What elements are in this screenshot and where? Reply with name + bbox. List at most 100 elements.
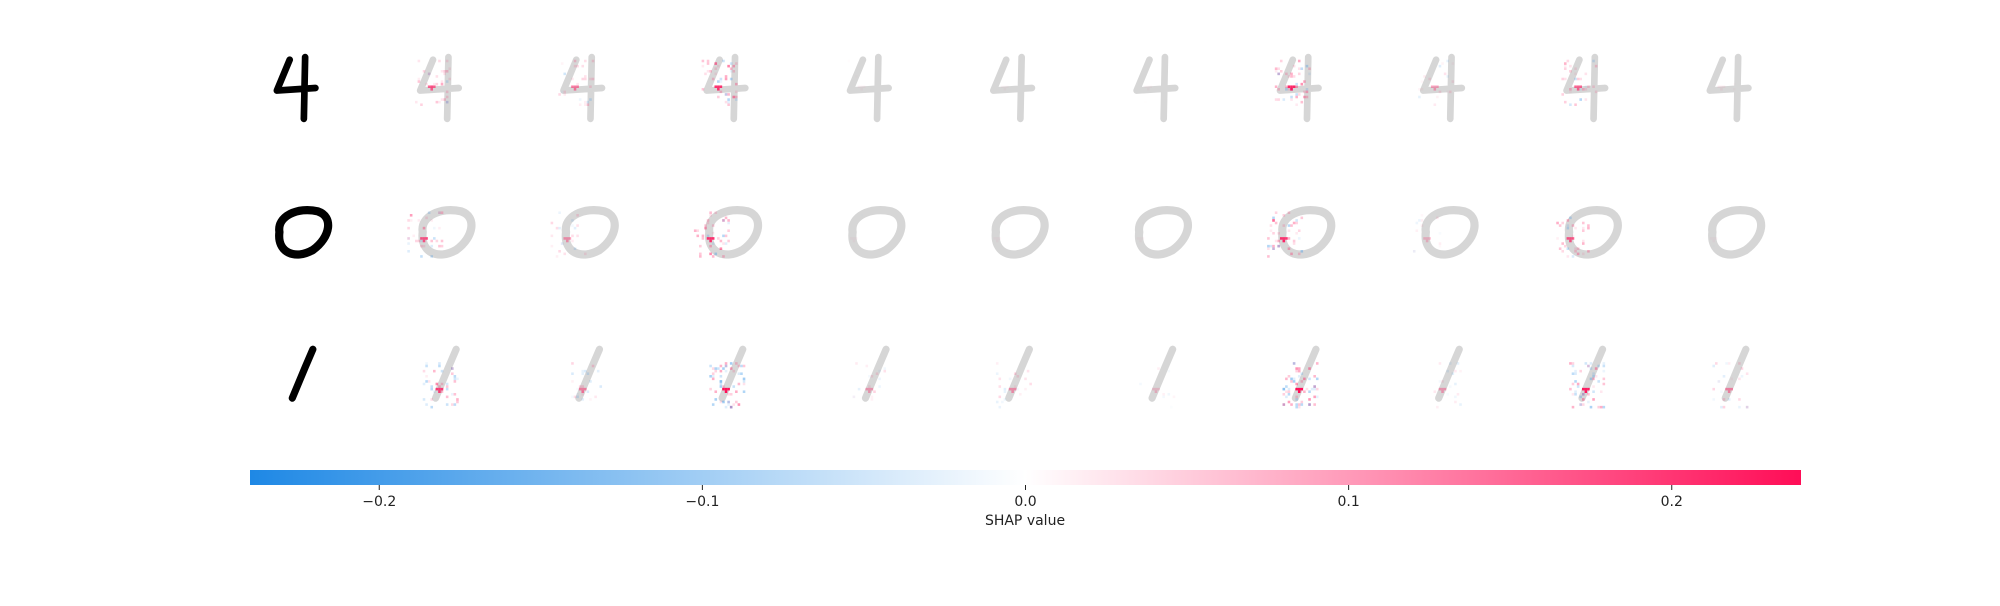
shap-pixel: [1556, 221, 1559, 225]
shap-pixel: [1016, 387, 1020, 391]
shap-pixel: [1313, 385, 1316, 388]
shap-pixel: [1300, 372, 1304, 375]
shap-pixel: [1305, 90, 1309, 94]
shap-pixel: [1574, 226, 1577, 230]
colorbar-ticks: −0.2 −0.1 0.0 0.1 0.2: [362, 485, 1683, 510]
shap-pixel: [584, 75, 587, 78]
shap-hot-pixel: [1157, 387, 1160, 391]
shap-pixel: [722, 234, 725, 238]
shap-pixel: [589, 98, 592, 101]
shap-hot-pixel: [425, 237, 428, 240]
digit-ghost: [1276, 53, 1322, 123]
shap-pixel: [1592, 377, 1595, 381]
shap-pixel: [873, 390, 876, 393]
shap-pixel: [571, 395, 574, 399]
shap-pixel: [581, 398, 585, 401]
shap-pixel: [1712, 364, 1715, 368]
shap-pixel: [1574, 72, 1577, 76]
shap-pixel: [584, 59, 587, 63]
shap-pixel: [1563, 77, 1567, 81]
shap-hot-pixel: [1720, 88, 1723, 91]
shap-pixel: [1315, 387, 1319, 391]
shap-hot-pixel: [1292, 85, 1296, 88]
shap-pixel: [448, 67, 452, 70]
shap-hot-pixel: [1712, 237, 1715, 240]
shap-pixel: [740, 364, 743, 368]
shap-pixel: [873, 390, 876, 393]
shap-map-0-8: [1561, 53, 1609, 123]
shap-pixel: [1277, 67, 1280, 70]
shap-pixel: [1420, 219, 1424, 222]
shap-pixel: [438, 362, 441, 365]
shap-pixel: [1292, 362, 1296, 365]
shap-pixel: [1295, 221, 1298, 225]
shap-pixel: [1297, 403, 1301, 406]
shap-pixel: [865, 364, 869, 368]
shap-hot-pixel: [1436, 85, 1439, 88]
shap-pixel: [737, 382, 741, 386]
shap-pixel: [1581, 398, 1585, 401]
shap-hot-pixel: [1584, 390, 1588, 393]
shap-pixel: [1446, 75, 1449, 78]
shap-pixel: [701, 64, 705, 68]
shap-pixel: [1019, 393, 1022, 396]
shap-pixel: [1587, 250, 1590, 253]
shap-hot-pixel: [717, 88, 720, 91]
shap-pixel: [732, 385, 736, 388]
shap-pixel: [1584, 85, 1588, 88]
shap-hot-pixel: [1147, 85, 1150, 88]
shap-map-0-2: [701, 53, 749, 123]
shap-pixel: [1571, 364, 1575, 368]
shap-pixel: [729, 62, 733, 65]
shap-pixel: [1295, 93, 1298, 96]
shap-map-1-8: [1556, 206, 1622, 259]
shap-pixel: [1448, 362, 1452, 365]
shap-pixel: [1415, 221, 1419, 225]
shap-pixel: [573, 59, 577, 63]
shap-pixel: [1290, 75, 1293, 78]
shap-pixel: [727, 64, 730, 68]
shap-map-1-3: [848, 206, 906, 259]
shap-pixel: [420, 103, 423, 106]
shap-pixel: [445, 382, 449, 386]
shap-pixel: [1456, 393, 1460, 396]
shap-pixel: [852, 395, 856, 399]
digit-ghost: [1706, 53, 1752, 123]
shap-pixel: [1308, 398, 1311, 401]
shap-pixel: [724, 362, 728, 365]
shap-hot-pixel: [863, 85, 866, 88]
shap-pixel: [1305, 88, 1309, 91]
shap-pixel: [1287, 237, 1291, 240]
shap-pixel: [722, 255, 725, 258]
input-image-0: [273, 53, 319, 123]
shap-pixel: [1571, 255, 1575, 258]
shap-pixel: [1297, 229, 1301, 232]
shap-pixel: [433, 237, 436, 240]
shap-pixel: [435, 100, 439, 104]
shap-pixel: [563, 252, 567, 256]
shap-pixel: [1277, 72, 1280, 76]
shap-pixel: [1579, 88, 1582, 91]
shap-pixel: [1563, 100, 1567, 104]
image-grid: [273, 53, 1766, 409]
shap-pixel: [1581, 403, 1585, 406]
shap-pixel: [1269, 224, 1273, 227]
shap-pixel: [573, 395, 577, 399]
shap-pixel: [1561, 221, 1564, 225]
shap-map-0-3: [846, 53, 892, 123]
shap-pixel: [1594, 367, 1598, 370]
shap-pixel: [1446, 91, 1449, 94]
shap-pixel: [1722, 405, 1726, 409]
colorbar-tick-label-0: −0.2: [362, 494, 396, 510]
shap-pixel: [1292, 380, 1296, 383]
shap-pixel: [1566, 224, 1570, 227]
shap-pixel: [407, 237, 410, 240]
shap-pixel: [1579, 369, 1582, 373]
shap-pixel: [701, 234, 705, 238]
shap-pixel: [456, 398, 459, 401]
shap-pixel: [576, 64, 579, 68]
shap-pixel: [1290, 252, 1293, 256]
shap-pixel: [1272, 219, 1275, 222]
digit-ghost: [846, 53, 892, 123]
shap-pixel: [1448, 90, 1452, 94]
